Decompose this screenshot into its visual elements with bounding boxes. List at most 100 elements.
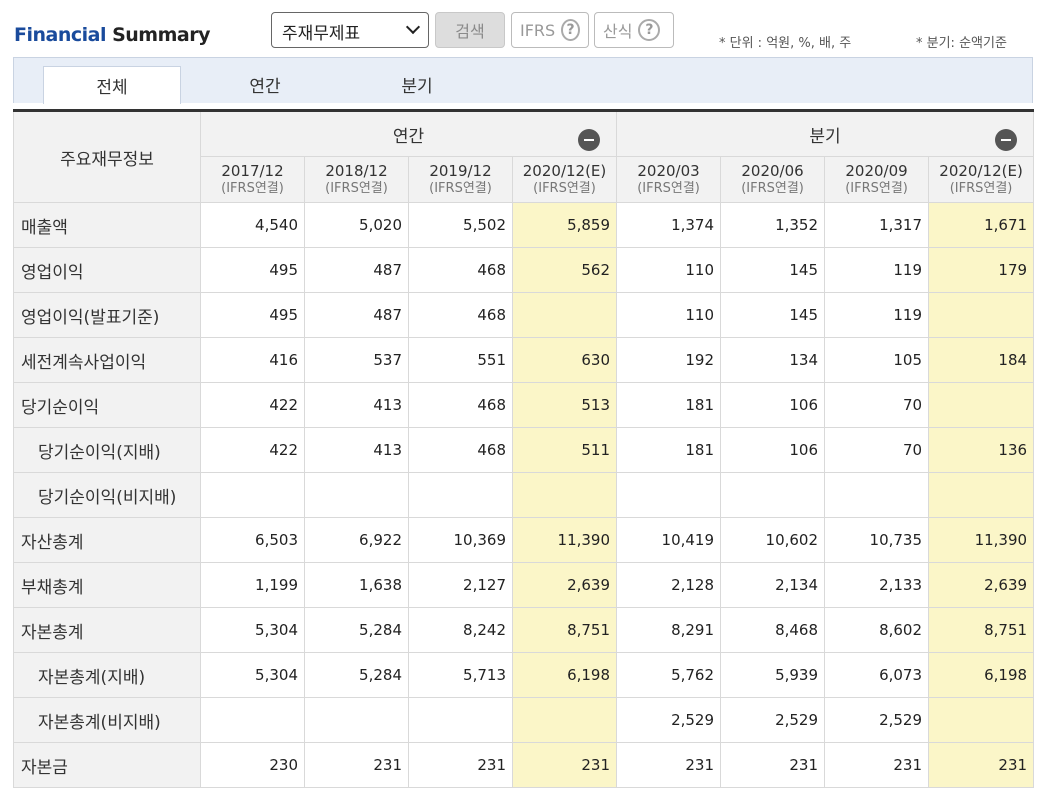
table-cell xyxy=(511,697,618,743)
column-basis: (IFRS연결) xyxy=(533,180,596,196)
table-cell: 487 xyxy=(304,247,409,293)
table-cell xyxy=(928,697,1035,743)
table-cell: 110 xyxy=(616,292,722,338)
table-cell: 2,529 xyxy=(720,697,826,743)
table-cell: 2,639 xyxy=(928,562,1035,608)
column-period: 2018/12 xyxy=(325,161,388,180)
table-cell: 5,762 xyxy=(616,652,722,698)
table-cell: 630 xyxy=(511,337,618,383)
table-cell xyxy=(304,697,409,743)
table-cell: 119 xyxy=(824,292,930,338)
column-header: 2017/12 (IFRS연결) xyxy=(200,156,305,203)
row-label[interactable]: 자본금 xyxy=(13,742,201,788)
column-header: 2020/03 (IFRS연결) xyxy=(616,156,722,203)
table-cell: 5,284 xyxy=(304,652,409,698)
table-row: 자산총계 6,503 6,922 10,369 11,390 10,419 10,602 10… xyxy=(13,517,1035,563)
table-cell: 5,284 xyxy=(304,607,409,653)
statement-type-select[interactable]: 주재무제표 xyxy=(271,12,429,48)
column-basis: (IFRS연결) xyxy=(221,180,284,196)
unit-note: * 단위 : 억원, %, 배, 주 xyxy=(719,36,852,51)
search-button-label: 검색 xyxy=(455,22,485,41)
table-cell: 5,859 xyxy=(511,202,618,248)
row-label[interactable]: 당기순이익 xyxy=(13,382,201,428)
table-cell: 1,352 xyxy=(720,202,826,248)
table-cell: 181 xyxy=(616,382,722,428)
tab-all[interactable]: 전체 xyxy=(43,66,181,104)
table-cell: 1,638 xyxy=(304,562,409,608)
row-label: 당기순이익(비지배) xyxy=(13,472,201,518)
table-cell: 181 xyxy=(616,427,722,473)
table-cell: 2,128 xyxy=(616,562,722,608)
table-cell: 1,671 xyxy=(928,202,1035,248)
table-cell: 8,751 xyxy=(511,607,618,653)
table-row: 세전계속사업이익 416 537 551 630 192 134 105 184 xyxy=(13,337,1035,383)
table-cell: 468 xyxy=(408,292,513,338)
table-cell: 495 xyxy=(200,292,305,338)
formula-help-button[interactable]: 산식 ? xyxy=(594,12,674,48)
table-cell: 511 xyxy=(511,427,618,473)
table-cell xyxy=(720,472,826,518)
column-header: 2019/12 (IFRS연결) xyxy=(408,156,513,203)
row-label[interactable]: 자본총계 xyxy=(13,607,201,653)
row-label[interactable]: 매출액 xyxy=(13,202,201,248)
table-cell: 231 xyxy=(408,742,513,788)
table-cell: 2,134 xyxy=(720,562,826,608)
table-cell xyxy=(200,472,305,518)
ifrs-label: IFRS xyxy=(520,20,556,40)
column-period: 2020/09 xyxy=(845,161,908,180)
column-basis: (IFRS연결) xyxy=(637,180,700,196)
table-cell: 5,502 xyxy=(408,202,513,248)
title-financial: Financial xyxy=(14,24,106,46)
table-cell: 2,127 xyxy=(408,562,513,608)
row-label[interactable]: 세전계속사업이익 xyxy=(13,337,201,383)
table-cell: 1,317 xyxy=(824,202,930,248)
column-header: 2020/12(E) (IFRS연결) xyxy=(511,156,618,203)
table-cell: 2,529 xyxy=(824,697,930,743)
table-cell: 10,735 xyxy=(824,517,930,563)
collapse-annual-icon[interactable] xyxy=(578,129,601,151)
table-cell: 2,133 xyxy=(824,562,930,608)
table-cell: 145 xyxy=(720,292,826,338)
table-cell: 422 xyxy=(200,382,305,428)
table-cell: 106 xyxy=(720,427,826,473)
column-header: 2020/09 (IFRS연결) xyxy=(824,156,930,203)
quarter-basis-note: * 분기: 순액기준 xyxy=(916,36,1007,51)
table-cell: 8,291 xyxy=(616,607,722,653)
search-button[interactable]: 검색 xyxy=(435,12,505,48)
table-cell: 10,419 xyxy=(616,517,722,563)
table-row: 매출액 4,540 5,020 5,502 5,859 1,374 1,352 1,317 1,… xyxy=(13,202,1035,248)
table-cell: 2,529 xyxy=(616,697,722,743)
row-label[interactable]: 부채총계 xyxy=(13,562,201,608)
table-row: 당기순이익(지배) 422 413 468 511 181 106 70 136 xyxy=(13,427,1035,473)
table-cell: 2,639 xyxy=(511,562,618,608)
table-cell xyxy=(511,292,618,338)
tab-quarterly[interactable]: 분기 xyxy=(401,77,433,97)
row-label[interactable]: 영업이익(발표기준) xyxy=(13,292,201,338)
table-cell xyxy=(304,472,409,518)
table-row: 자본금 230 231 231 231 231 231 231 231 xyxy=(13,742,1035,788)
table-cell: 468 xyxy=(408,382,513,428)
top-bar: Financial Summary 주재무제표 검색 IFRS ? 산식 ? *… xyxy=(0,0,1047,56)
column-period: 2020/03 xyxy=(637,161,700,180)
row-label[interactable]: 영업이익 xyxy=(13,247,201,293)
table-cell: 231 xyxy=(304,742,409,788)
table-cell: 231 xyxy=(720,742,826,788)
table-cell xyxy=(200,697,305,743)
table-cell xyxy=(928,292,1035,338)
row-label[interactable]: 자산총계 xyxy=(13,517,201,563)
formula-label: 산식 xyxy=(603,22,633,41)
financial-summary-table: 주요재무정보 연간 분기 2017/12 (IFRS연결) 2018/12 (IFRS… xyxy=(13,109,1035,788)
column-basis: (IFRS연결) xyxy=(429,180,492,196)
table-cell xyxy=(511,472,618,518)
column-header: 2020/12(E) (IFRS연결) xyxy=(928,156,1035,203)
table-cell: 70 xyxy=(824,427,930,473)
table-cell: 1,199 xyxy=(200,562,305,608)
table-cell: 416 xyxy=(200,337,305,383)
table-cell: 8,751 xyxy=(928,607,1035,653)
column-period: 2019/12 xyxy=(429,161,492,180)
collapse-quarter-icon[interactable] xyxy=(995,129,1018,151)
ifrs-help-button[interactable]: IFRS ? xyxy=(511,12,589,48)
table-cell: 110 xyxy=(616,247,722,293)
table-cell: 6,503 xyxy=(200,517,305,563)
tab-annual[interactable]: 연간 xyxy=(249,77,281,97)
